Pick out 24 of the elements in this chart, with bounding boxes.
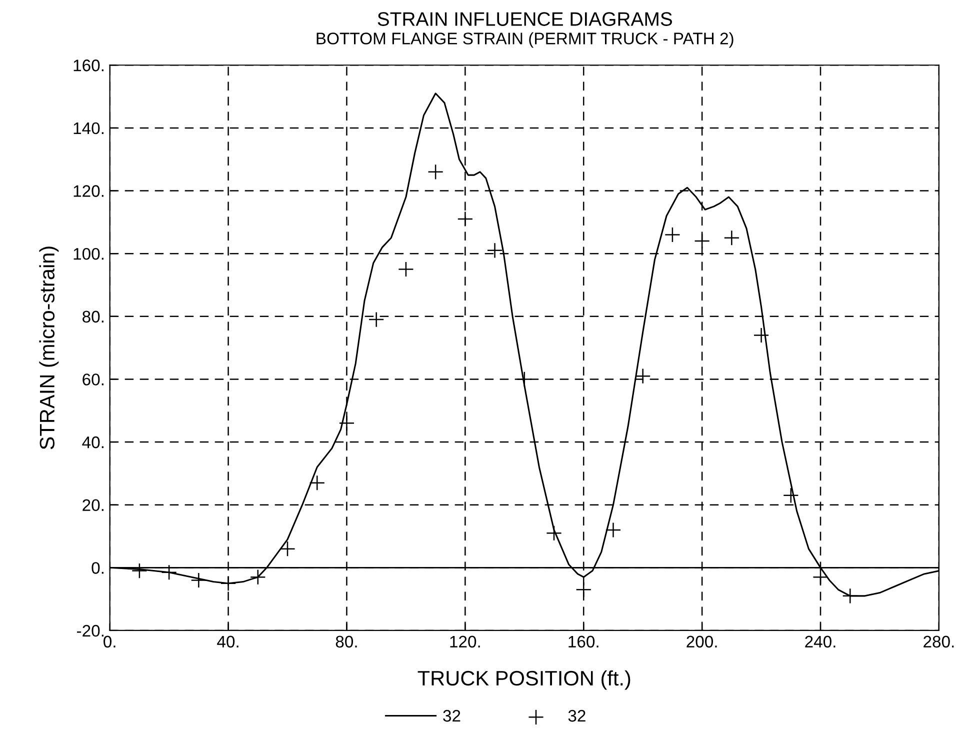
y-tick-label: 20. xyxy=(82,499,104,512)
y-tick-label: 120. xyxy=(74,185,104,197)
x-tick-label: 160. xyxy=(568,636,598,648)
x-tick-label: 120. xyxy=(450,636,480,648)
x-tick-label: 0. xyxy=(104,636,116,648)
x-tick-label: 80. xyxy=(336,636,357,648)
legend-label: 32 xyxy=(443,710,460,722)
legend-label: 32 xyxy=(568,710,586,722)
x-tick-label: 40. xyxy=(217,636,238,648)
y-tick-label: 60. xyxy=(82,374,104,386)
x-tick-label: 280. xyxy=(924,636,954,648)
x-tick-label: 200. xyxy=(686,636,717,648)
y-axis-title: STRAIN (micro-strain) xyxy=(39,246,59,450)
chart-subtitle: BOTTOM FLANGE STRAIN (PERMIT TRUCK - PATH 2) xyxy=(316,32,734,48)
y-tick-label: 80. xyxy=(82,310,104,323)
y-tick-label: 0. xyxy=(92,562,104,574)
y-tick-label: 160. xyxy=(74,60,104,72)
x-tick-label: 240. xyxy=(805,636,836,648)
chart-title: STRAIN INFLUENCE DIAGRAMS xyxy=(378,12,672,26)
y-tick-label: 140. xyxy=(74,122,104,134)
x-axis-title: TRUCK POSITION (ft.) xyxy=(418,670,630,690)
y-tick-label: -20. xyxy=(77,624,104,637)
y-tick-label: 40. xyxy=(82,436,104,448)
y-tick-label: 100. xyxy=(74,248,104,260)
